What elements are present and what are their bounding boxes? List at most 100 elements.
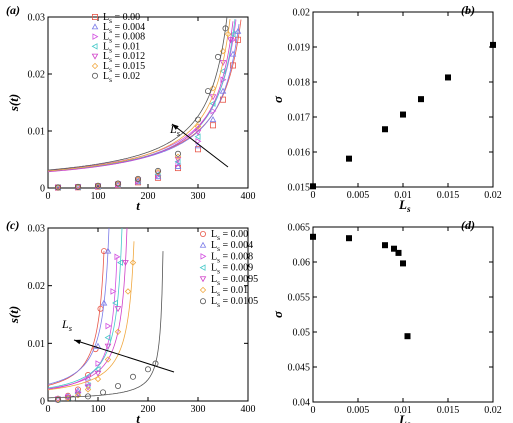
panel-d: 0 0.005 0.01 0.015 0.02 0.04 0.045 0.05 0.055 0.0… (270, 218, 502, 423)
x-tick-label: 0.005 (347, 190, 370, 201)
legend-entry: Ls = 0.015 (103, 61, 145, 74)
data-point (70, 395, 77, 402)
panel-a: 0 100 200 300 400 0 0.01 0.02 0.03 (a) t s(t) Ls = 0… (6, 3, 256, 213)
x-axis-label: Ls (398, 197, 411, 214)
series-fit-line (47, 241, 135, 391)
plot-frame (312, 226, 494, 403)
data-point (219, 87, 227, 94)
legend-marker (199, 276, 207, 283)
series-5 (47, 241, 137, 403)
y-tick-label: 0.019 (288, 43, 311, 54)
arrow-label: Ls (61, 317, 72, 333)
panel-label: (d) (461, 218, 475, 232)
legend-entry-sub: s (109, 36, 112, 45)
data-point (54, 396, 62, 403)
legend-entry-sub: s (109, 45, 112, 54)
x-tick-label: 0.02 (484, 190, 502, 201)
legend-entry-value: = 0.00 (220, 229, 248, 240)
legend-entry-value: = 0.004 (112, 22, 145, 33)
data-point (229, 62, 236, 69)
legend-marker (91, 43, 98, 50)
arrow-label-sub: s (177, 129, 180, 138)
legend-entry-main: L (211, 274, 217, 285)
legend-entry-value: = 0.008 (220, 251, 253, 262)
y-tick-label: 0.01 (28, 127, 46, 138)
y-axis-label: s(t) (6, 306, 21, 324)
legend-entry-sub: s (109, 65, 112, 74)
data-point (310, 233, 316, 240)
panel-c: 0 100 200 300 400 0 0.01 0.02 0.03 (c) t s(t) Ls = 0… (6, 218, 258, 423)
legend-entry-value: = 0.009 (220, 263, 253, 274)
y-tick-label: 0.01 (28, 339, 46, 350)
data-point (194, 146, 201, 153)
data-point (209, 116, 217, 123)
x-tick-label: 300 (191, 191, 206, 202)
data-point (100, 299, 108, 306)
x-tick-label: 0 (46, 404, 51, 415)
legend-entry-value: = 0.008 (112, 32, 145, 43)
data-point (214, 53, 221, 60)
data-point (382, 126, 388, 133)
series-3 (47, 19, 236, 191)
legend-entry-main: L (103, 22, 109, 33)
legend-entry-value: = 0.015 (112, 61, 145, 72)
legend-marker (199, 230, 206, 237)
legend-entry-sub: s (109, 55, 112, 64)
y-tick-label: 0.04 (293, 398, 311, 409)
x-axis-label-sub: s (406, 419, 411, 423)
legend-entry-sub: s (217, 300, 220, 309)
data-point (122, 260, 129, 267)
data-point (144, 366, 151, 373)
series-2 (47, 253, 121, 403)
legend-entry: Ls = 0.00 (211, 229, 248, 242)
legend-entry: Ls = 0.01 (211, 285, 248, 298)
data-point (400, 260, 406, 267)
y-tick-label: 0.03 (28, 224, 46, 235)
legend-entry-sub: s (217, 244, 220, 253)
data-point (175, 160, 182, 168)
ls-arrow-annotation: Ls (169, 122, 229, 168)
data-point (104, 343, 112, 350)
legend-entry-sub: s (217, 255, 220, 264)
legend-entry-value: = 0.01 (220, 285, 248, 296)
legend-entry-sub: s (217, 233, 220, 242)
data-point (74, 184, 82, 191)
data-point (134, 175, 141, 182)
data-point (84, 384, 92, 391)
x-tick-label: 0.01 (394, 190, 412, 201)
x-tick-label: 0.015 (437, 190, 460, 201)
x-axis-label-main: L (398, 412, 407, 423)
legend-entry-main: L (103, 41, 109, 52)
data-point (129, 259, 137, 266)
data-point (209, 85, 217, 92)
legend-entry: Ls = 0.00 (103, 12, 140, 25)
legend-entry: Ls = 0.009 (211, 263, 253, 276)
data-point (104, 334, 111, 341)
legend-entry-main: L (211, 229, 217, 240)
data-point (129, 373, 136, 380)
y-tick-label: 0.02 (293, 8, 311, 19)
data-point (310, 183, 316, 190)
legend-entry-sub: s (109, 75, 112, 84)
data-point (134, 176, 142, 183)
arrow-label-main: L (169, 122, 177, 136)
data-point (124, 288, 132, 295)
data-point (94, 370, 102, 377)
panel-label: (b) (461, 3, 475, 17)
data-point (55, 396, 62, 403)
legend-entry-value: = 0.02 (112, 71, 140, 82)
data-point (404, 333, 411, 340)
data-point (114, 253, 121, 261)
data-point (229, 30, 236, 38)
series-fit-line (48, 21, 234, 173)
data-point (490, 41, 496, 48)
data-point (445, 74, 451, 81)
data-point (194, 116, 201, 123)
y-tick-label: 0.016 (288, 148, 311, 159)
y-axis-label: s(t) (6, 94, 21, 112)
y-tick-label: 0.03 (28, 13, 46, 24)
series-fit-line (47, 227, 110, 385)
y-tick-label: 0.015 (288, 183, 311, 194)
